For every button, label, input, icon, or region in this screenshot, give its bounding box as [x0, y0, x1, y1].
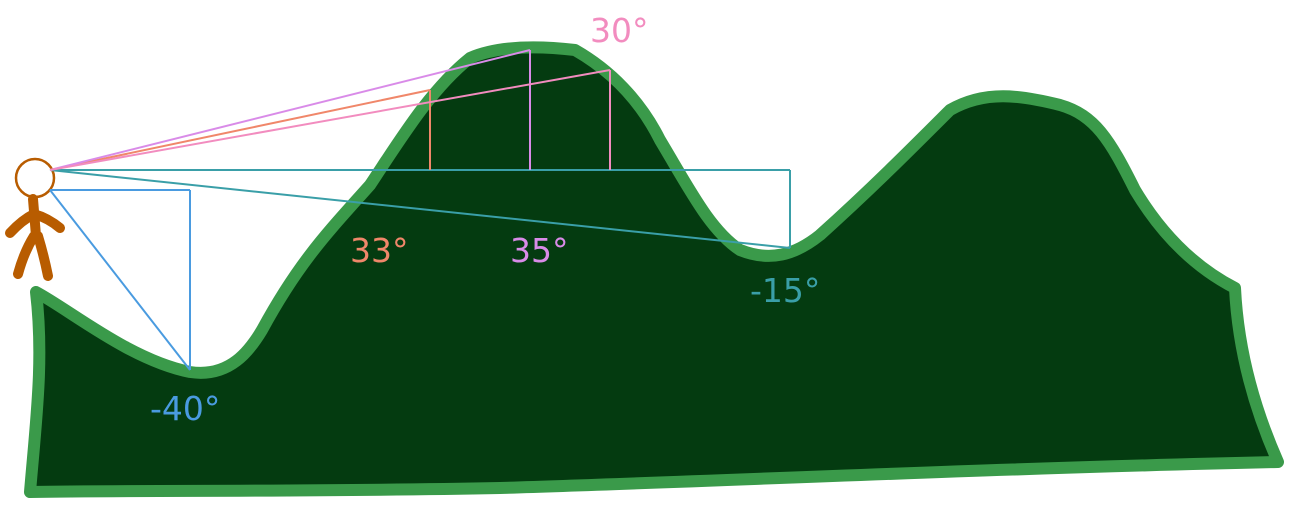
sightline-30 — [49, 69, 611, 171]
person-head — [14, 157, 56, 199]
sightline-33 — [49, 89, 431, 171]
person-figure — [5, 157, 65, 281]
sightline-minus-40 — [49, 189, 191, 371]
person-body — [5, 194, 65, 281]
angle-label-minus-40: -40° — [150, 389, 221, 428]
angle-label-30: 30° — [590, 11, 649, 50]
angle-label-35: 35° — [510, 231, 569, 270]
terrain-hills — [24, 41, 1284, 498]
angle-label-minus-15: -15° — [750, 271, 821, 310]
angle-label-33: 33° — [350, 231, 409, 270]
sightline-minus-15 — [49, 169, 791, 249]
sightline-35 — [49, 49, 531, 171]
